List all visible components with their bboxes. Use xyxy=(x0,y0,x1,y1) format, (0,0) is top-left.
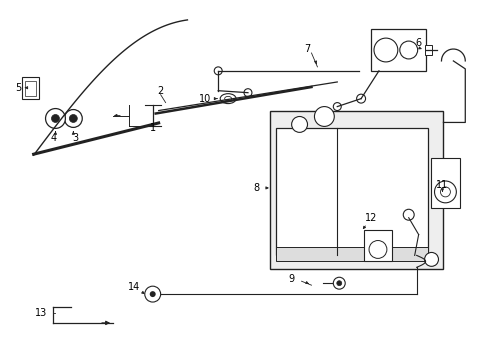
Circle shape xyxy=(314,107,334,126)
Bar xyxy=(275,247,427,261)
Circle shape xyxy=(51,114,60,122)
Text: 6: 6 xyxy=(415,38,421,48)
Ellipse shape xyxy=(220,94,236,104)
Circle shape xyxy=(333,103,341,111)
Bar xyxy=(429,158,459,208)
Text: 5: 5 xyxy=(16,83,22,93)
Text: 3: 3 xyxy=(72,133,78,143)
Bar xyxy=(364,230,391,261)
Text: 13: 13 xyxy=(36,308,48,318)
Circle shape xyxy=(403,209,413,220)
Circle shape xyxy=(244,89,251,96)
Circle shape xyxy=(356,94,365,103)
Circle shape xyxy=(45,109,65,129)
Text: 9: 9 xyxy=(288,274,294,284)
Bar xyxy=(424,45,431,55)
Bar xyxy=(269,111,443,269)
Text: 7: 7 xyxy=(304,44,310,54)
Bar xyxy=(25,81,36,96)
Text: 11: 11 xyxy=(435,180,447,190)
Bar xyxy=(275,129,427,255)
Circle shape xyxy=(69,114,77,122)
Text: 1: 1 xyxy=(149,123,156,134)
Text: 10: 10 xyxy=(199,94,211,104)
Circle shape xyxy=(144,286,161,302)
Circle shape xyxy=(333,277,345,289)
Circle shape xyxy=(214,67,222,75)
Circle shape xyxy=(291,117,307,132)
Circle shape xyxy=(424,252,438,266)
Bar xyxy=(370,29,425,71)
Bar xyxy=(21,77,39,99)
Text: 14: 14 xyxy=(127,282,140,292)
Circle shape xyxy=(336,281,341,286)
Text: 2: 2 xyxy=(157,86,163,96)
Text: 4: 4 xyxy=(50,133,57,143)
Text: 12: 12 xyxy=(364,213,376,223)
Circle shape xyxy=(149,291,155,297)
Circle shape xyxy=(64,109,82,127)
Text: 8: 8 xyxy=(253,183,260,193)
